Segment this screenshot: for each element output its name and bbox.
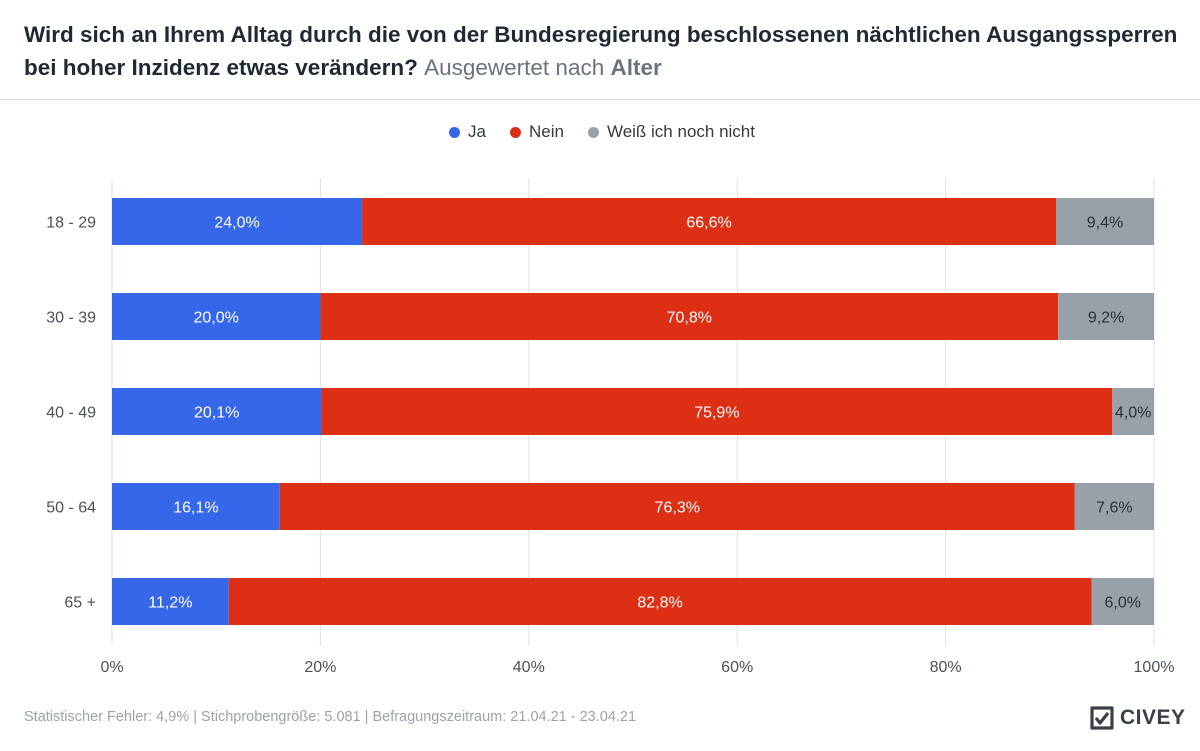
y-category-label: 50 - 64 [46, 500, 96, 517]
bar-segment-weiss_nicht [1112, 388, 1154, 435]
chart-header: Wird sich an Ihrem Alltag durch die von … [0, 0, 1200, 100]
bar-segment-weiss_nicht [1056, 198, 1154, 245]
subtitle-prefix: Ausgewertet nach [424, 55, 605, 80]
x-tick-label: 0% [100, 659, 123, 676]
bar-segment-nein [321, 388, 1113, 435]
bar-segment-ja [112, 293, 321, 340]
question-text: Wird sich an Ihrem Alltag durch die von … [24, 22, 1178, 80]
bar-segment-ja [112, 578, 229, 625]
brand-name: CIVEY [1120, 706, 1186, 729]
data-label: 16,1% [173, 500, 218, 517]
x-tick-label: 100% [1134, 659, 1175, 676]
data-label: 20,1% [194, 405, 239, 422]
x-tick-label: 40% [513, 659, 545, 676]
bar-segment-nein [279, 483, 1075, 530]
data-label: 66,6% [686, 215, 731, 232]
legend-dot-nein [509, 126, 521, 138]
chart-legend: Ja Nein Weiß ich noch nicht [0, 120, 1200, 144]
data-label: 6,0% [1105, 595, 1141, 612]
bar-segment-ja [112, 483, 280, 530]
bar-segment-ja [112, 198, 363, 245]
bar-segment-weiss_nicht [1058, 293, 1154, 340]
y-category-label: 65 + [64, 595, 96, 612]
data-label: 20,0% [194, 310, 239, 327]
legend-item-ja[interactable]: Ja [449, 122, 486, 142]
legend-item-nein[interactable]: Nein [509, 122, 564, 142]
y-category-label: 18 - 29 [46, 215, 96, 232]
data-label: 24,0% [214, 215, 259, 232]
bar-segment-weiss_nicht [1091, 578, 1154, 625]
chart-subtitle: Ausgewertet nach Alter [424, 55, 662, 80]
bar-segment-nein [228, 578, 1092, 625]
bar-segment-weiss_nicht [1074, 483, 1154, 530]
subtitle-group: Alter [610, 55, 662, 80]
legend-dot-weiss-nicht [587, 126, 599, 138]
x-tick-label: 60% [721, 659, 753, 676]
civey-logo-icon [1090, 706, 1114, 730]
x-tick-label: 80% [930, 659, 962, 676]
bar-segment-nein [362, 198, 1057, 245]
data-label: 9,2% [1088, 310, 1124, 327]
data-label: 4,0% [1115, 405, 1151, 422]
bar-segment-nein [320, 293, 1059, 340]
data-label: 70,8% [667, 310, 712, 327]
data-label: 75,9% [694, 405, 739, 422]
legend-label-weiss-nicht: Weiß ich noch nicht [606, 122, 755, 141]
legend-item-weiss-nicht[interactable]: Weiß ich noch nicht [587, 122, 755, 142]
chart-title: Wird sich an Ihrem Alltag durch die von … [24, 18, 1184, 84]
data-label: 76,3% [655, 500, 700, 517]
data-label: 7,6% [1096, 500, 1132, 517]
data-label: 9,4% [1087, 215, 1123, 232]
y-category-label: 30 - 39 [46, 310, 96, 327]
y-category-label: 40 - 49 [46, 405, 96, 422]
legend-dot-ja [449, 126, 461, 138]
data-label: 11,2% [148, 595, 192, 612]
legend-label-nein: Nein [528, 122, 564, 141]
data-label: 82,8% [637, 595, 682, 612]
brand-logo[interactable]: CIVEY [1090, 705, 1186, 731]
bar-segment-ja [112, 388, 322, 435]
x-tick-label: 20% [304, 659, 336, 676]
legend-label-ja: Ja [468, 122, 486, 141]
footer-note: Statistischer Fehler: 4,9% | Stichproben… [24, 709, 637, 725]
